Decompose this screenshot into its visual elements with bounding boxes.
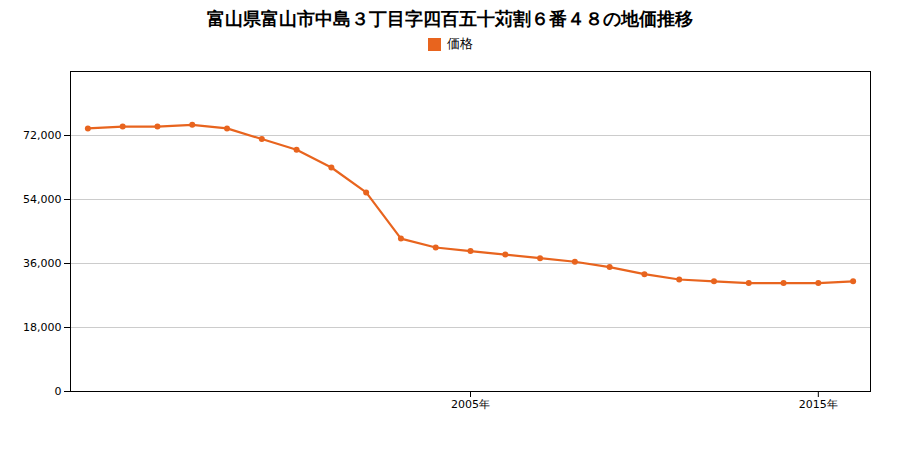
svg-text:54,000: 54,000: [23, 193, 62, 206]
svg-text:0: 0: [55, 385, 62, 398]
svg-text:2005年: 2005年: [451, 398, 490, 411]
html-text:価格: 価格: [446, 36, 473, 51]
svg-text:2015年: 2015年: [799, 398, 838, 411]
svg-text:36,000: 36,000: [23, 257, 62, 270]
html-text:富山県富山市中島３丁目字四百五十苅割６番４８の地価推移: 富山県富山市中島３丁目字四百五十苅割６番４８の地価推移: [207, 8, 693, 29]
svg-text:18,000: 18,000: [23, 321, 62, 334]
svg-text:72,000: 72,000: [23, 129, 62, 142]
